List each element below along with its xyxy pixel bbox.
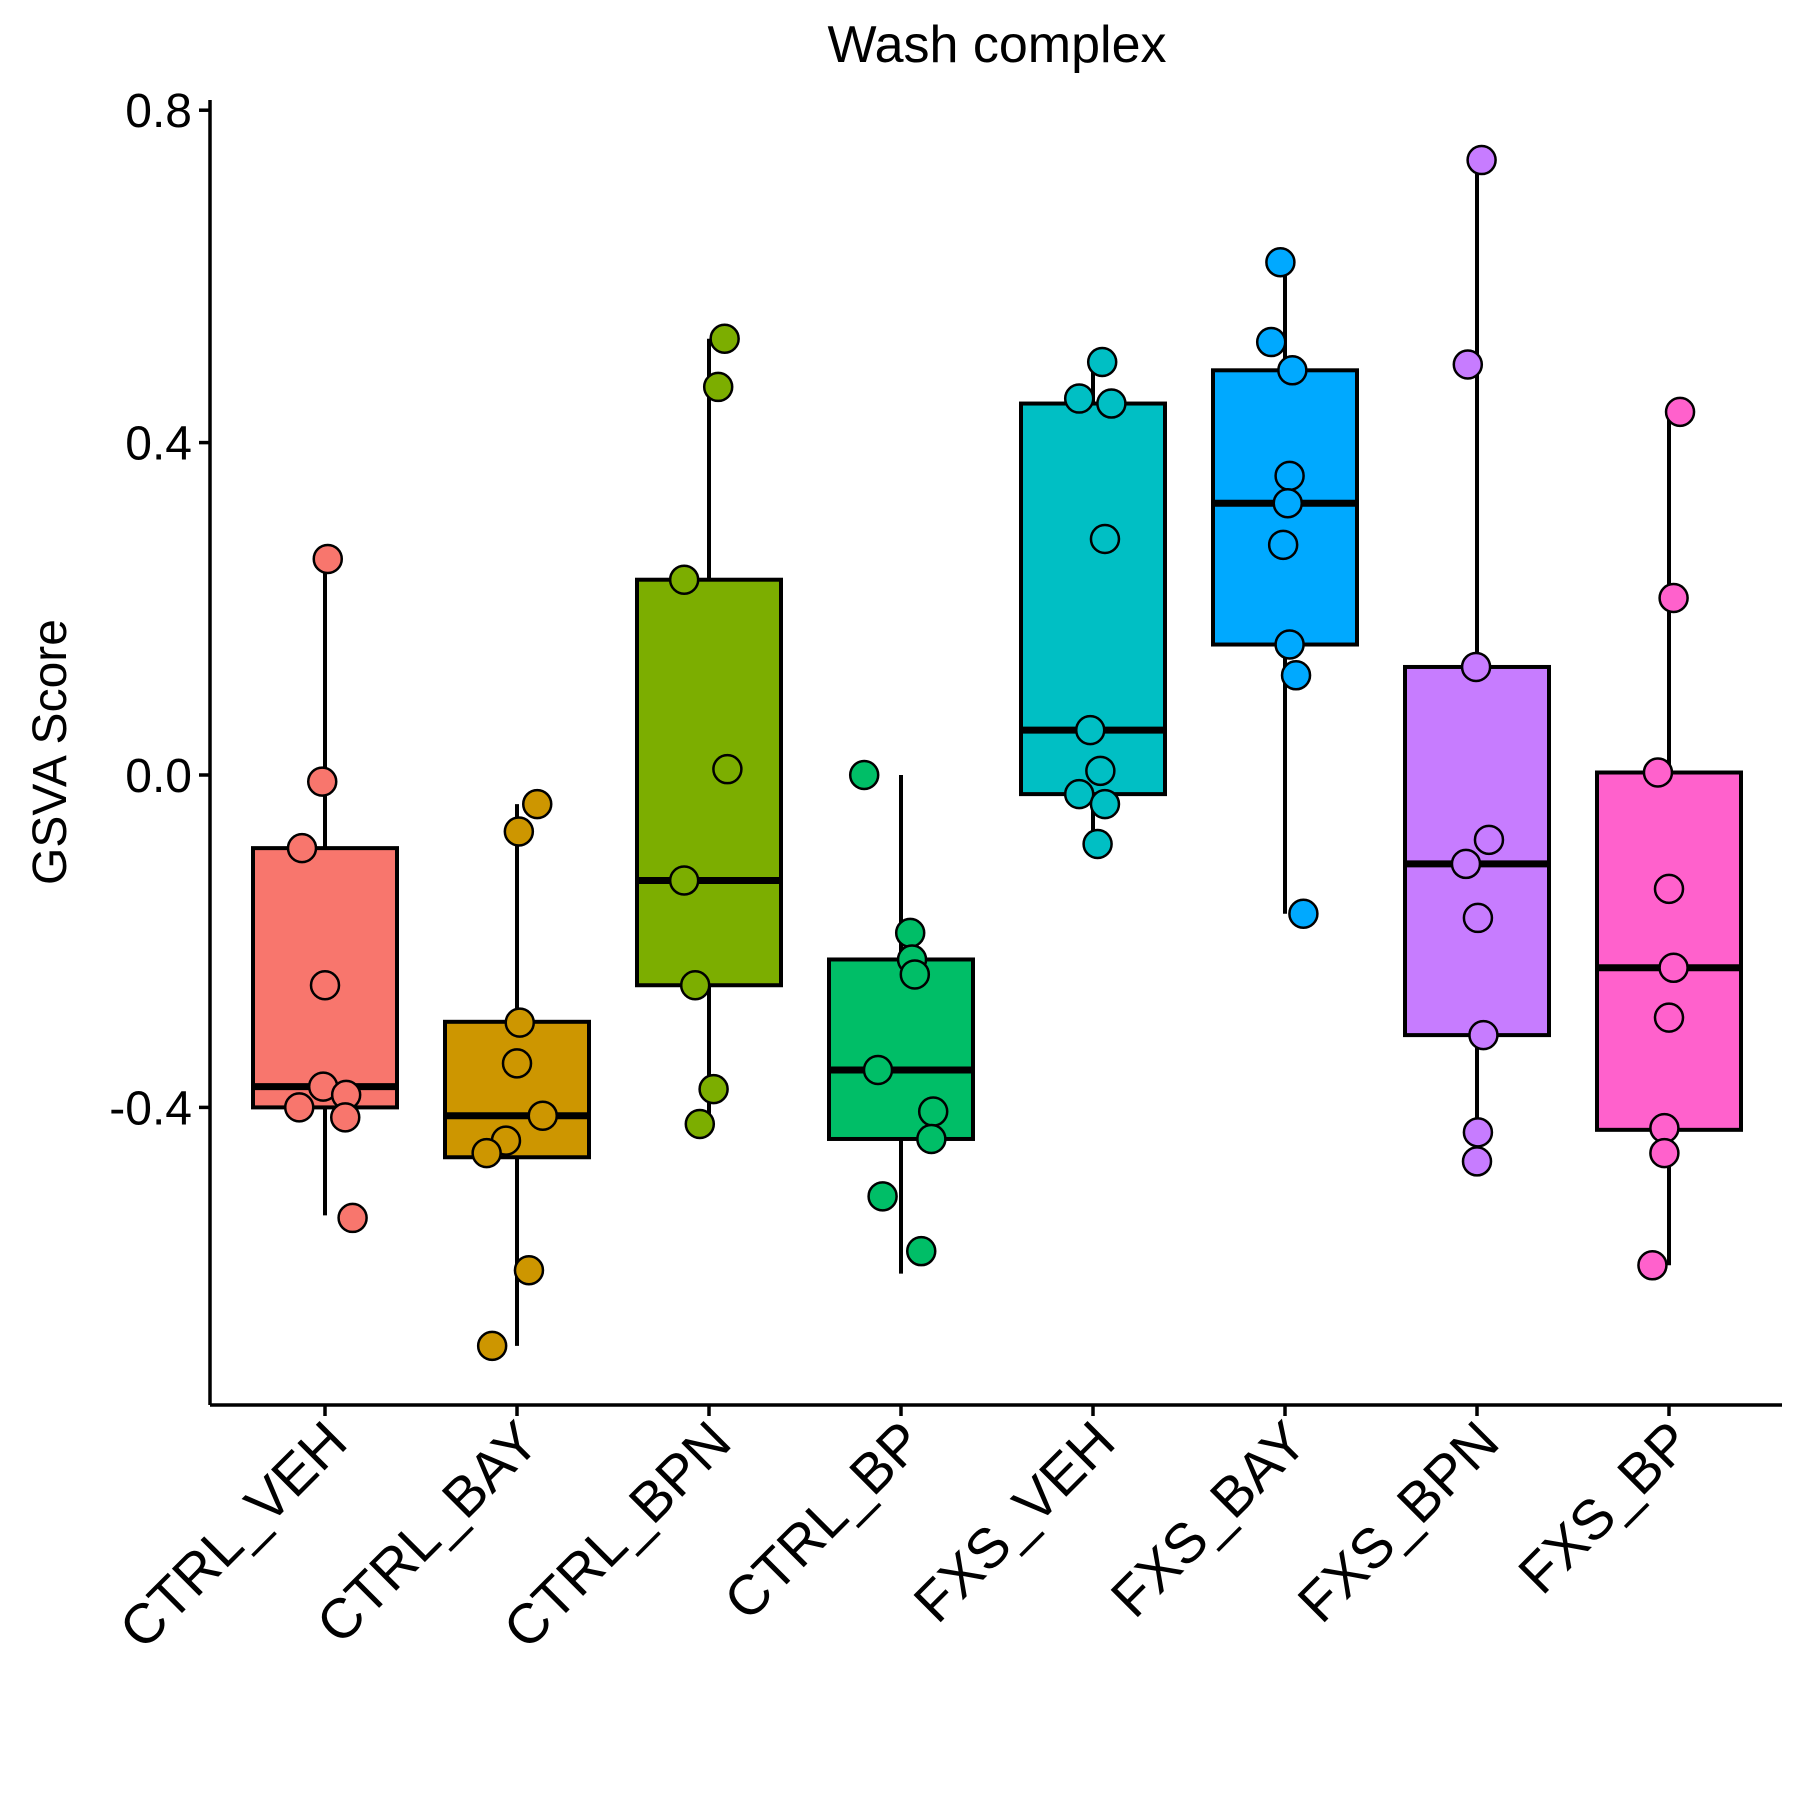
data-point bbox=[1658, 952, 1689, 984]
box bbox=[1595, 770, 1743, 1132]
data-point bbox=[1274, 629, 1305, 660]
data-point bbox=[862, 1054, 894, 1086]
data-point bbox=[1452, 349, 1484, 380]
box-group-ctrl-veh bbox=[251, 558, 399, 1216]
data-point bbox=[1085, 755, 1116, 787]
data-point bbox=[668, 564, 700, 595]
data-point bbox=[513, 1255, 545, 1286]
data-point bbox=[684, 1108, 716, 1140]
data-point bbox=[306, 766, 338, 797]
box-group-ctrl-bp bbox=[827, 775, 975, 1274]
data-point bbox=[1288, 898, 1319, 930]
data-point bbox=[1653, 1002, 1685, 1033]
points-group-fxs-veh bbox=[1063, 346, 1127, 860]
data-point bbox=[1274, 460, 1305, 492]
points-group-fxs-bpn bbox=[1450, 144, 1505, 1177]
data-point bbox=[702, 371, 734, 403]
data-point bbox=[1462, 1117, 1494, 1148]
points-group-ctrl-bpn bbox=[668, 323, 743, 1140]
data-point bbox=[1089, 788, 1121, 820]
y-tick-label: 0.0 bbox=[125, 750, 192, 803]
data-point bbox=[1280, 660, 1312, 691]
data-point bbox=[1664, 396, 1696, 428]
y-tick-label: 0.4 bbox=[125, 418, 192, 471]
data-point bbox=[867, 1181, 898, 1212]
data-point bbox=[709, 323, 740, 354]
data-point bbox=[1473, 824, 1505, 856]
x-tick-label: CTRL_BP bbox=[712, 1409, 935, 1632]
data-point bbox=[312, 543, 344, 575]
data-point bbox=[1466, 144, 1497, 176]
data-point bbox=[1460, 651, 1492, 683]
points-group-ctrl-veh bbox=[283, 543, 368, 1234]
box bbox=[827, 957, 975, 1141]
data-point bbox=[1642, 757, 1674, 788]
data-point bbox=[1272, 488, 1304, 519]
data-point bbox=[1468, 1019, 1499, 1051]
data-point bbox=[1255, 326, 1287, 358]
data-point bbox=[501, 1048, 533, 1079]
data-point bbox=[1096, 388, 1127, 419]
data-point bbox=[521, 788, 553, 820]
box bbox=[1403, 664, 1551, 1038]
data-point bbox=[1082, 828, 1113, 860]
data-point bbox=[527, 1100, 559, 1131]
x-tick-label: FXS_VEH bbox=[901, 1409, 1126, 1634]
plot-area: -0.40.00.40.8CTRL_VEHCTRL_BAYCTRL_BPNCTR… bbox=[107, 85, 1782, 1660]
data-point bbox=[1450, 848, 1482, 880]
points-group-fxs-bp bbox=[1637, 396, 1696, 1281]
y-tick-label: 0.8 bbox=[125, 85, 192, 138]
data-point bbox=[679, 969, 711, 1001]
data-point bbox=[712, 753, 743, 785]
data-point bbox=[337, 1202, 368, 1234]
data-point bbox=[1089, 523, 1121, 555]
data-point bbox=[1267, 529, 1299, 561]
data-point bbox=[1074, 714, 1106, 746]
data-point bbox=[1649, 1137, 1680, 1169]
data-point bbox=[848, 759, 880, 791]
data-point bbox=[329, 1102, 361, 1133]
data-point bbox=[1461, 1146, 1493, 1177]
points-group-ctrl-bp bbox=[848, 759, 949, 1267]
chart-title: Wash complex bbox=[827, 16, 1166, 74]
x-tick-label: FXS_BP bbox=[1506, 1409, 1702, 1605]
data-point bbox=[917, 1096, 949, 1127]
data-point bbox=[1462, 902, 1494, 934]
data-point bbox=[1063, 778, 1095, 810]
box-group-ctrl-bpn bbox=[635, 338, 783, 1120]
data-point bbox=[1063, 383, 1095, 414]
data-point bbox=[1277, 355, 1308, 386]
points-group-fxs-bay bbox=[1255, 247, 1319, 930]
data-point bbox=[471, 1137, 502, 1169]
data-point bbox=[916, 1123, 947, 1155]
box-group-fxs-bp bbox=[1595, 411, 1743, 1266]
data-point bbox=[283, 1092, 315, 1123]
y-tick-label: -0.4 bbox=[109, 1082, 192, 1135]
data-point bbox=[1658, 582, 1689, 614]
y-axis-label: GSVA Score bbox=[24, 619, 77, 885]
data-point bbox=[905, 1235, 937, 1267]
x-tick-label: FXS_BPN bbox=[1285, 1409, 1510, 1634]
data-point bbox=[899, 959, 931, 990]
data-point bbox=[668, 865, 700, 896]
data-point bbox=[286, 832, 318, 864]
data-point bbox=[894, 917, 926, 949]
data-point bbox=[503, 816, 535, 847]
data-point bbox=[476, 1330, 508, 1362]
data-point bbox=[1086, 346, 1118, 378]
data-point bbox=[1265, 247, 1296, 278]
x-tick-label: FXS_BAY bbox=[1099, 1409, 1319, 1629]
data-point bbox=[698, 1073, 729, 1105]
box bbox=[635, 577, 783, 988]
data-point bbox=[1637, 1250, 1668, 1281]
data-point bbox=[1653, 873, 1685, 905]
data-point bbox=[504, 1007, 536, 1038]
box-group-fxs-bpn bbox=[1403, 160, 1551, 1162]
data-point bbox=[309, 969, 341, 1001]
points-group-ctrl-bay bbox=[471, 788, 559, 1362]
